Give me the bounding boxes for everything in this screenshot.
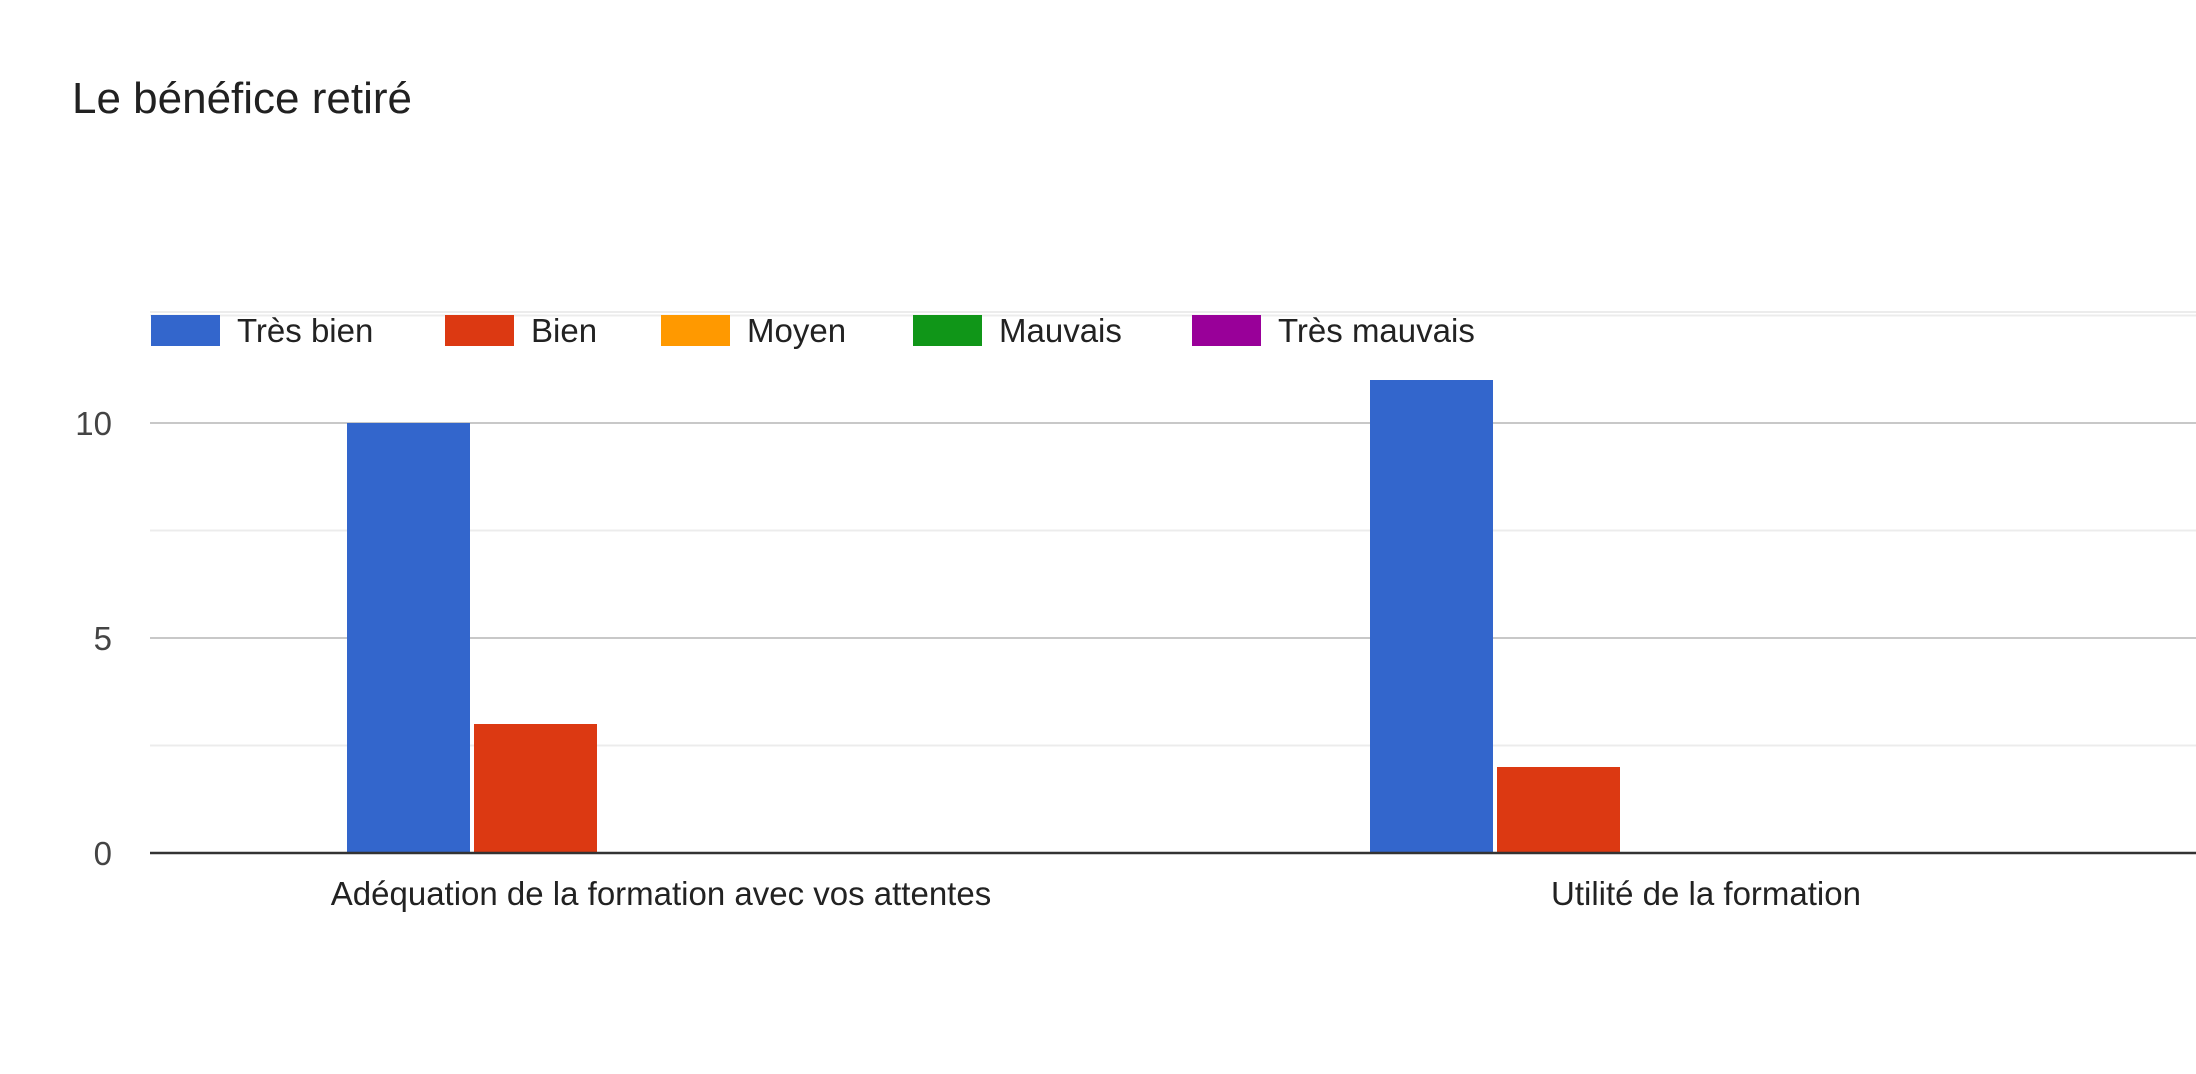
legend-swatch (1192, 315, 1261, 346)
chart-title: Le bénéfice retiré (72, 74, 412, 123)
legend-label: Très mauvais (1278, 312, 1475, 349)
legend-swatch (445, 315, 514, 346)
y-tick-label: 0 (94, 835, 112, 872)
legend-label: Moyen (747, 312, 846, 349)
legend-label: Bien (531, 312, 597, 349)
legend-swatch (151, 315, 220, 346)
legend-swatch (913, 315, 982, 346)
bar-bien (1497, 767, 1620, 853)
y-tick-label: 10 (75, 405, 112, 442)
bar-tres-bien (347, 423, 470, 853)
legend-label: Très bien (237, 312, 373, 349)
legend-label: Mauvais (999, 312, 1122, 349)
x-category-label: Utilité de la formation (1551, 875, 1861, 912)
bar-tres-bien (1370, 380, 1493, 853)
legend-swatch (661, 315, 730, 346)
x-category-label: Adéquation de la formation avec vos atte… (331, 875, 991, 912)
y-tick-label: 5 (94, 620, 112, 657)
bar-bien (474, 724, 597, 853)
